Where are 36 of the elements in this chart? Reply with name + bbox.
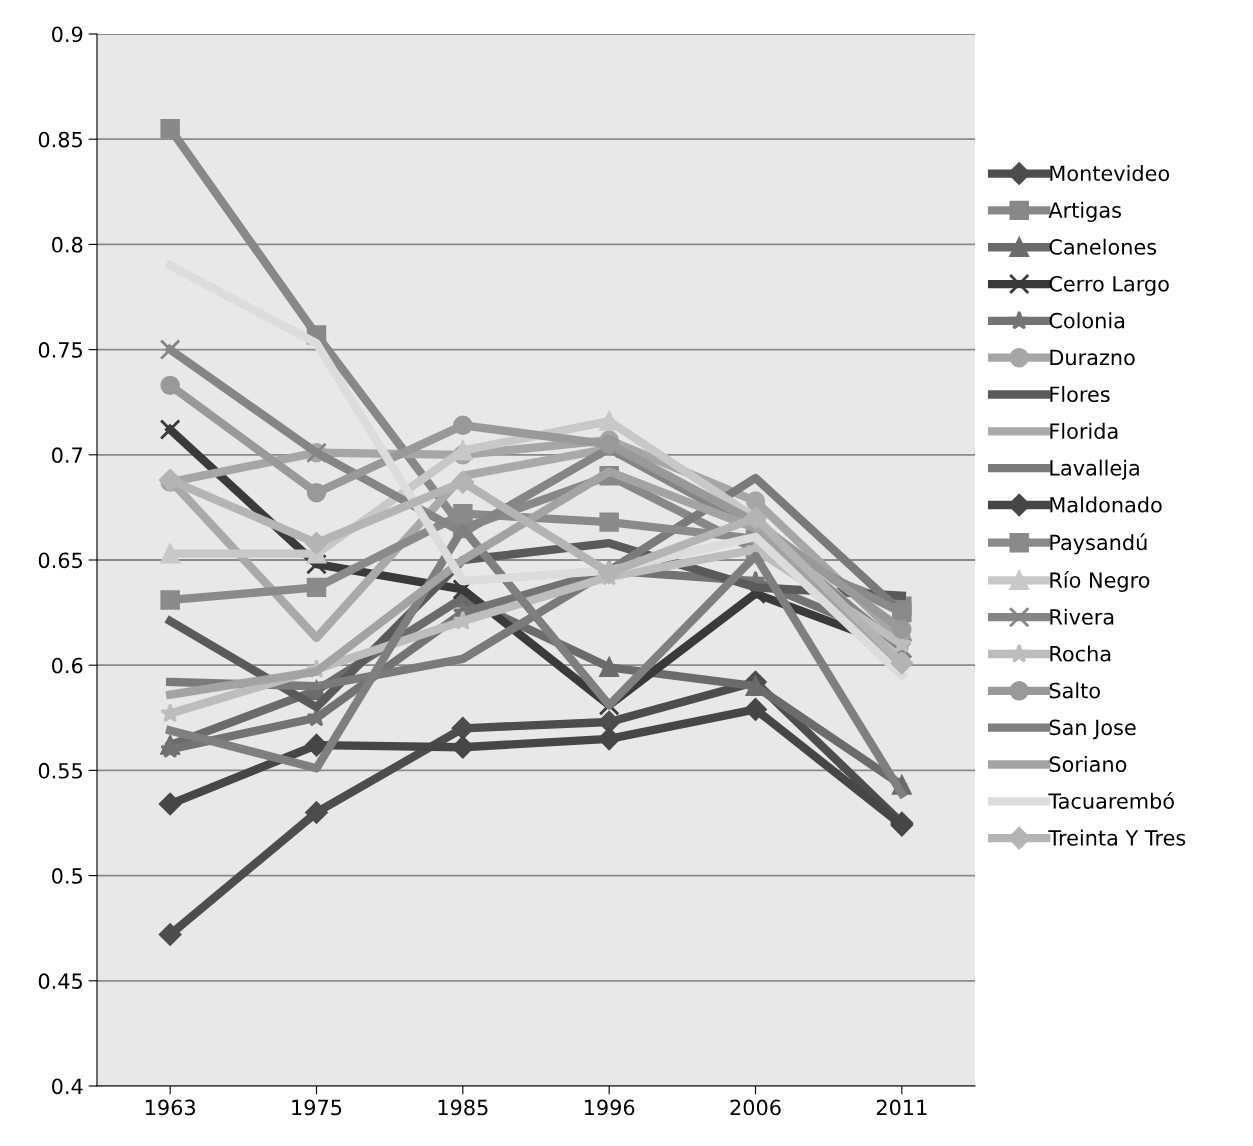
y-tick-label: 0.55: [38, 762, 82, 779]
y-tick-label: 0.9: [52, 26, 83, 43]
x-tick-label: 1975: [292, 1099, 342, 1116]
legend-label: Artigas: [1048, 201, 1121, 223]
legend-label: Colonia: [1049, 312, 1125, 329]
legend-label: Florida: [1050, 422, 1118, 439]
y-tick-label: 0.8: [52, 236, 83, 253]
legend-label: Montevideo: [1050, 165, 1170, 182]
x-tick-label: 1963: [145, 1099, 196, 1116]
legend-label: Rivera: [1050, 608, 1114, 625]
y-tick-label: 0.45: [38, 973, 82, 990]
legend-label: Lavalleja: [1050, 459, 1139, 480]
y-tick-label: 0.7: [52, 447, 83, 464]
y-tick-label: 0.4: [52, 1078, 83, 1095]
x-tick-label: 2011: [876, 1099, 927, 1116]
legend-label: Paysandú: [1050, 533, 1147, 555]
y-tick-label: 0.6: [52, 657, 83, 674]
legend-label: Cerro Largo: [1049, 275, 1169, 296]
legend-label: Tacuarembó: [1048, 791, 1174, 809]
y-tick-label: 0.5: [52, 868, 82, 884]
legend-label: Flores: [1050, 386, 1110, 403]
x-tick-label: 2006: [730, 1099, 781, 1116]
legend-label: Canelones: [1049, 238, 1157, 255]
x-tick-label: 1996: [584, 1099, 635, 1116]
legend-label: Río Negro: [1050, 570, 1150, 592]
legend-label: Rocha: [1050, 645, 1111, 662]
legend-label: Treinta Y Tres: [1048, 829, 1186, 846]
y-tick-label: 0.75: [38, 342, 82, 358]
legend-label: Salto: [1049, 682, 1100, 699]
legend-label: Durazno: [1050, 349, 1135, 366]
y-tick-label: 0.65: [38, 552, 82, 569]
x-tick-label: 1985: [438, 1099, 488, 1116]
legend-label: San Jose: [1049, 719, 1136, 740]
legend-label: Maldonado: [1050, 496, 1162, 513]
y-tick-label: 0.85: [38, 131, 82, 148]
legend-label: Soriano: [1049, 755, 1127, 773]
